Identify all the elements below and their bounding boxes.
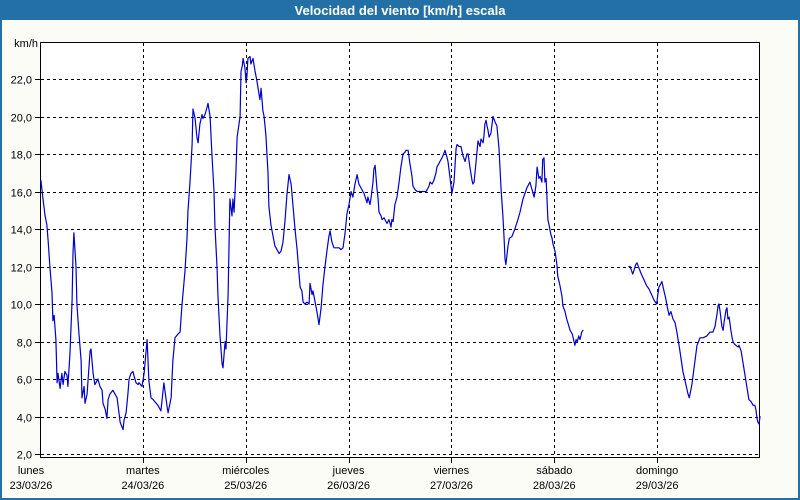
day-name-label: sábado xyxy=(536,465,572,477)
day-name-label: jueves xyxy=(332,465,365,477)
day-name-label: domingo xyxy=(636,465,678,477)
y-tick-label: 10,0 xyxy=(11,300,32,312)
y-tick-label: 18,0 xyxy=(11,150,32,162)
y-tick-label: 20,0 xyxy=(11,113,32,125)
day-date-label: 24/03/26 xyxy=(121,480,164,492)
y-tick-label: 22,0 xyxy=(11,75,32,87)
wind-speed-line xyxy=(628,262,761,425)
y-tick-label: 8,0 xyxy=(17,338,32,350)
day-date-label: 28/03/26 xyxy=(533,480,576,492)
day-date-label: 26/03/26 xyxy=(327,480,370,492)
y-tick-label: 14,0 xyxy=(11,225,32,237)
title-bar: Velocidad del viento [km/h] escala xyxy=(0,0,800,20)
plot-border xyxy=(40,42,760,458)
day-date-label: 23/03/26 xyxy=(10,480,53,492)
y-axis-unit-label: km/h xyxy=(14,38,38,50)
day-name-label: viernes xyxy=(434,465,470,477)
chart-title: Velocidad del viento [km/h] escala xyxy=(294,2,506,18)
day-date-label: 25/03/26 xyxy=(224,480,267,492)
day-date-label: 27/03/26 xyxy=(430,480,473,492)
plot-area xyxy=(40,42,760,458)
y-tick-label: 16,0 xyxy=(11,188,32,200)
y-tick-label: 2,0 xyxy=(17,450,32,462)
day-name-label: miércoles xyxy=(222,465,270,477)
wind-speed-line xyxy=(40,55,584,431)
y-tick-label: 6,0 xyxy=(17,375,32,387)
day-name-label: lunes xyxy=(18,465,45,477)
day-date-label: 29/03/26 xyxy=(636,480,679,492)
y-tick-label: 4,0 xyxy=(17,413,32,425)
day-name-label: martes xyxy=(126,465,160,477)
y-tick-label: 12,0 xyxy=(11,263,32,275)
